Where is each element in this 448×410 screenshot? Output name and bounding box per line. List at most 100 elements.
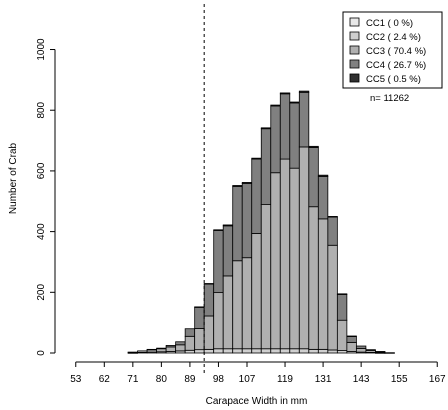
- bar-segment-cc3: [156, 348, 167, 353]
- bar-segment-cc3: [203, 315, 215, 350]
- x-tick-label: 71: [127, 374, 139, 385]
- bar-segment-cc4: [184, 328, 196, 337]
- x-tick-label: 131: [315, 374, 332, 385]
- bar-segment-cc3: [336, 319, 348, 351]
- bar-segment-cc3: [279, 158, 291, 350]
- y-tick-label: 0: [36, 350, 47, 356]
- bar-segment-cc4: [222, 225, 234, 277]
- x-tick-label: 143: [353, 374, 370, 385]
- bar-segment-cc2: [232, 348, 243, 354]
- legend-label-cc4: CC4 ( 26.7 %): [366, 60, 426, 71]
- bar-segment-cc4: [260, 128, 272, 205]
- bar-segment-cc2: [308, 348, 319, 354]
- bar-segment-cc5: [270, 104, 281, 107]
- bar-segment-cc2: [289, 348, 300, 354]
- y-tick-label: 400: [36, 223, 47, 240]
- bar-segment-cc4: [194, 306, 205, 329]
- bar-segment-cc5: [327, 216, 338, 218]
- bar-segment-cc3: [270, 172, 281, 350]
- legend-box: [342, 11, 443, 89]
- y-tick-label: 1000: [36, 38, 47, 61]
- bar-segment-cc3: [251, 233, 262, 350]
- bar-segment-cc5: [298, 90, 310, 93]
- bar-segment-cc2: [241, 348, 253, 354]
- bar-segment-cc5: [241, 182, 253, 184]
- bar-segment-cc2: [251, 348, 262, 354]
- y-axis-ticks: 0 200 400 600 800 1000: [36, 38, 55, 356]
- bar-segment-cc3: [213, 292, 224, 350]
- bar-segment-cc4: [203, 283, 215, 317]
- bar-segment-cc4: [270, 105, 281, 174]
- bar-segment-cc2: [279, 348, 291, 354]
- x-tick-label: 155: [391, 374, 408, 385]
- bar-segment-cc3: [241, 257, 253, 350]
- bar-segment-cc3: [327, 244, 338, 351]
- bar-segment-cc2: [203, 348, 215, 354]
- bar-segment-cc2: [194, 349, 205, 354]
- bar-segment-cc5: [346, 335, 357, 338]
- bar-segment-cc5: [232, 185, 243, 187]
- x-tick-label: 89: [184, 374, 196, 385]
- legend-swatch-cc2: [349, 31, 360, 41]
- x-tick-label: 167: [429, 374, 446, 385]
- legend-label-cc1: CC1 ( 0 %): [366, 18, 413, 29]
- bar-segment-cc5: [289, 101, 300, 104]
- bar-segment-cc5: [336, 293, 348, 295]
- x-tick-label: 80: [156, 374, 168, 385]
- bar-segment-cc3: [260, 204, 272, 350]
- bar-segment-cc2: [260, 348, 272, 354]
- legend-label-cc5: CC5 ( 0.5 %): [366, 74, 421, 85]
- bar-segment-cc4: [175, 341, 186, 346]
- bar-segment-cc2: [213, 348, 224, 354]
- bar-segment-cc3: [317, 218, 329, 350]
- bar-segment-cc4: [165, 345, 177, 348]
- bar-segment-cc2: [270, 348, 281, 354]
- bar-segment-cc3: [184, 335, 196, 351]
- legend: CC1 ( 0 %) CC2 ( 2.4 %) CC3 ( 70.4 %) CC4 (…: [342, 11, 443, 89]
- x-axis-title: Carapace Width in mm: [206, 396, 308, 407]
- bar-segment-cc5: [251, 157, 262, 160]
- legend-swatch-cc1: [349, 17, 360, 27]
- bar-segment-cc3: [232, 260, 243, 350]
- bar-segment-cc5: [317, 174, 329, 177]
- bar-segment-cc3: [137, 350, 148, 353]
- x-tick-label: 119: [277, 374, 293, 385]
- x-tick-label: 62: [99, 374, 111, 385]
- bar-segment-cc4: [241, 182, 253, 259]
- bar-segment-cc3: [384, 352, 395, 354]
- bar-segment-cc3: [165, 346, 177, 352]
- y-tick-label: 600: [36, 162, 47, 179]
- bar-segment-cc3: [222, 275, 234, 350]
- bar-segment-cc4: [346, 335, 357, 343]
- histogram-bars: [127, 90, 395, 354]
- legend-swatch-cc4: [349, 59, 360, 69]
- legend-swatch-cc5: [349, 73, 360, 83]
- bar-segment-cc2: [184, 349, 196, 354]
- bar-segment-cc5: [203, 283, 215, 285]
- bar-segment-cc4: [146, 348, 158, 351]
- bar-segment-cc4: [375, 351, 386, 353]
- bar-segment-cc5: [194, 306, 205, 308]
- bar-segment-cc4: [279, 93, 291, 160]
- legend-label-cc3: CC3 ( 70.4 %): [366, 46, 426, 57]
- bar-segment-cc2: [327, 349, 338, 354]
- bar-segment-cc4: [365, 349, 376, 351]
- bar-segment-cc4: [251, 158, 262, 234]
- legend-swatch-cc3: [349, 45, 360, 55]
- bar-segment-cc2: [298, 348, 310, 354]
- bar-segment-cc3: [289, 167, 300, 350]
- bar-segment-cc5: [279, 92, 291, 95]
- bar-segment-cc2: [222, 348, 234, 354]
- bar-segment-cc3: [175, 344, 186, 352]
- x-axis-ticks: 53 62 71 80 89 98 107 119 131 143 155 167: [70, 362, 446, 385]
- y-tick-label: 800: [36, 101, 47, 118]
- bar-segment-cc4: [232, 185, 243, 262]
- bar-segment-cc4: [317, 175, 329, 220]
- bar-segment-cc4: [289, 102, 300, 169]
- bar-segment-cc4: [156, 347, 167, 350]
- bar-segment-cc2: [317, 348, 329, 354]
- bar-segment-cc5: [260, 127, 272, 130]
- bar-segment-cc4: [308, 147, 319, 208]
- bar-segment-cc3: [355, 348, 367, 353]
